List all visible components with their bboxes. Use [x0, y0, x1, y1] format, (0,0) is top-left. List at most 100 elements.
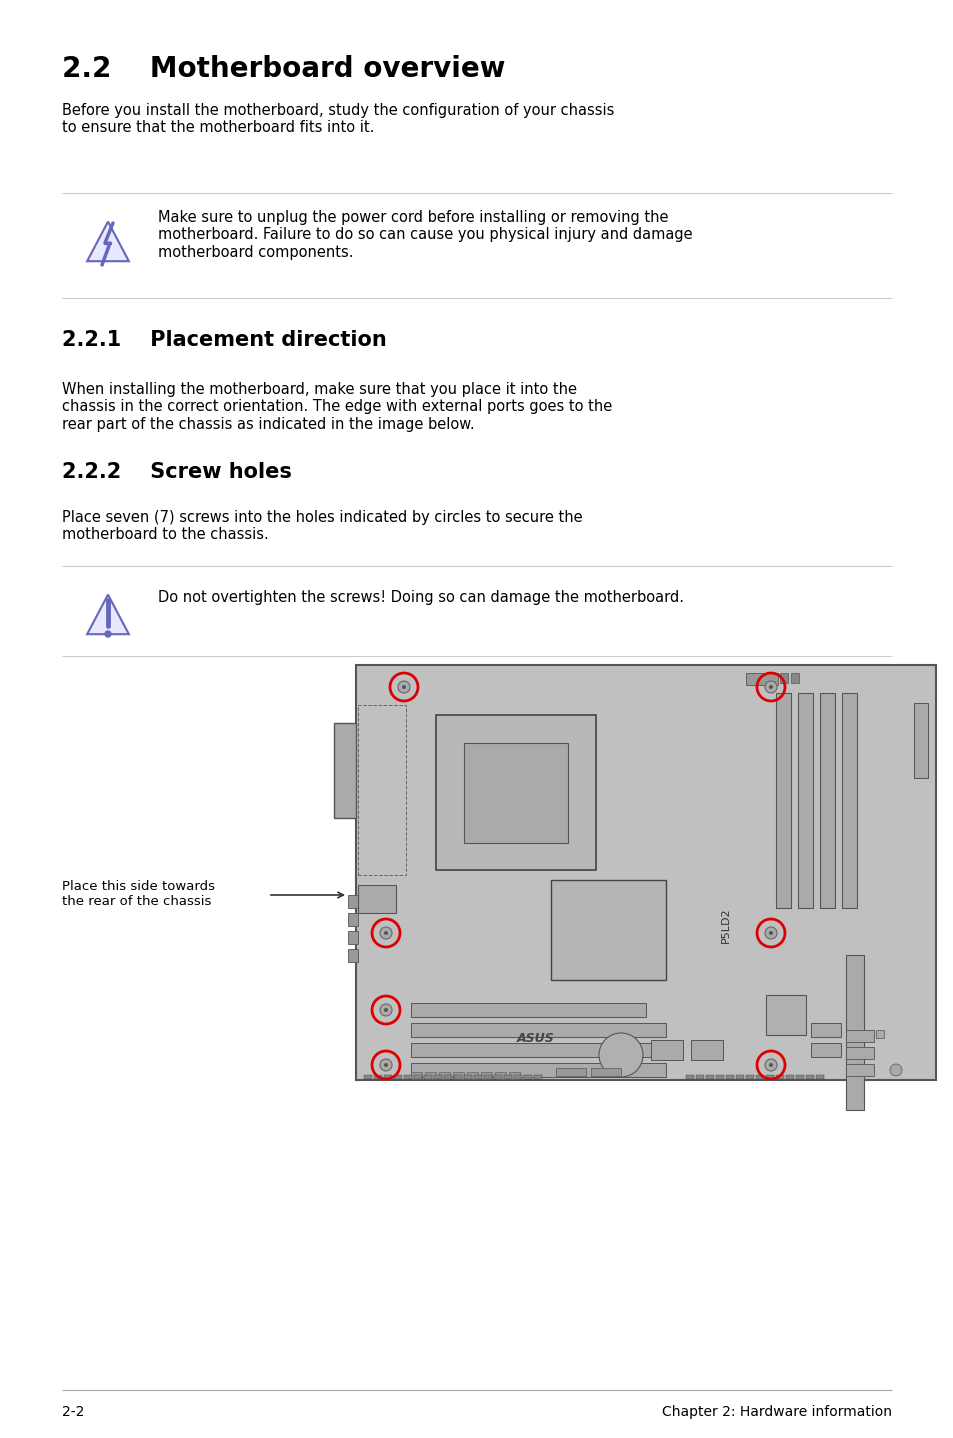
Bar [357, 705, 406, 874]
Circle shape [379, 1004, 392, 1017]
Circle shape [379, 1058, 392, 1071]
Circle shape [764, 1058, 776, 1071]
Bar [551, 880, 665, 981]
Bar [334, 723, 355, 818]
Bar [820, 693, 834, 907]
Text: Make sure to unplug the power cord before installing or removing the
motherboard: Make sure to unplug the power cord befor… [158, 210, 692, 260]
Circle shape [401, 684, 406, 689]
Bar [348, 894, 357, 907]
Bar [495, 1071, 505, 1078]
Bar [434, 1076, 441, 1078]
Bar [384, 1076, 392, 1078]
Bar [716, 1076, 723, 1078]
Bar [357, 884, 395, 913]
Bar [423, 1076, 432, 1078]
Bar [424, 1071, 436, 1078]
Bar [775, 1076, 783, 1078]
Bar [454, 1076, 461, 1078]
Bar [690, 1040, 722, 1060]
Polygon shape [87, 221, 129, 262]
Bar [745, 673, 778, 684]
Bar [414, 1076, 421, 1078]
Bar [810, 1022, 841, 1037]
Bar [514, 1076, 521, 1078]
Circle shape [397, 682, 410, 693]
Bar [394, 1076, 401, 1078]
Bar [650, 1040, 682, 1060]
Bar [523, 1076, 532, 1078]
Bar [411, 1063, 665, 1077]
Bar [494, 1076, 501, 1078]
Text: 2.2.2    Screw holes: 2.2.2 Screw holes [62, 462, 292, 482]
Bar [810, 1043, 841, 1057]
Bar [765, 995, 805, 1035]
Bar [480, 1071, 492, 1078]
Text: 2-2: 2-2 [62, 1405, 84, 1419]
Bar [436, 715, 596, 870]
Circle shape [764, 928, 776, 939]
Circle shape [105, 631, 111, 637]
Bar [845, 1064, 873, 1076]
Bar [483, 1076, 492, 1078]
Bar [805, 1076, 813, 1078]
Bar [503, 1076, 512, 1078]
Bar [815, 1076, 823, 1078]
Bar [411, 1022, 665, 1037]
Bar [463, 743, 567, 843]
Bar [403, 1076, 412, 1078]
Bar [438, 1071, 450, 1078]
Circle shape [384, 930, 388, 935]
Bar [534, 1076, 541, 1078]
Bar [443, 1076, 452, 1078]
Bar [355, 664, 935, 1080]
Bar [845, 1030, 873, 1043]
Bar [685, 1076, 693, 1078]
Text: 2.2.1    Placement direction: 2.2.1 Placement direction [62, 329, 386, 349]
Circle shape [768, 930, 772, 935]
Bar [797, 693, 812, 907]
Bar [348, 930, 357, 943]
Circle shape [768, 1063, 772, 1067]
Bar [374, 1076, 381, 1078]
Bar [913, 703, 927, 778]
Bar [463, 1076, 472, 1078]
Bar [780, 673, 787, 683]
Bar [785, 1076, 793, 1078]
Bar [364, 1076, 372, 1078]
Circle shape [768, 684, 772, 689]
Bar [467, 1071, 477, 1078]
Bar [841, 693, 856, 907]
Bar [765, 1076, 773, 1078]
Bar [845, 955, 863, 1110]
Bar [696, 1076, 703, 1078]
Bar [411, 1002, 645, 1017]
Text: Do not overtighten the screws! Doing so can damage the motherboard.: Do not overtighten the screws! Doing so … [158, 590, 683, 605]
Bar [790, 673, 799, 683]
Bar [348, 913, 357, 926]
Bar [745, 1076, 753, 1078]
Bar [348, 949, 357, 962]
Circle shape [384, 1008, 388, 1012]
Bar [775, 693, 790, 907]
Bar [509, 1071, 519, 1078]
Text: Place this side towards
the rear of the chassis: Place this side towards the rear of the … [62, 880, 214, 907]
Bar [474, 1076, 481, 1078]
Bar [411, 1043, 665, 1057]
Circle shape [889, 1064, 901, 1076]
Bar [795, 1076, 803, 1078]
Text: Chapter 2: Hardware information: Chapter 2: Hardware information [661, 1405, 891, 1419]
Bar [705, 1076, 713, 1078]
Bar [845, 1047, 873, 1058]
Circle shape [379, 928, 392, 939]
Text: P5LD2: P5LD2 [720, 907, 730, 943]
Bar [875, 1030, 883, 1038]
Text: Place seven (7) screws into the holes indicated by circles to secure the
motherb: Place seven (7) screws into the holes in… [62, 510, 582, 542]
Bar [556, 1068, 585, 1076]
Bar [411, 1071, 421, 1078]
Bar [453, 1071, 463, 1078]
Text: When installing the motherboard, make sure that you place it into the
chassis in: When installing the motherboard, make su… [62, 383, 612, 431]
Circle shape [764, 682, 776, 693]
Text: Before you install the motherboard, study the configuration of your chassis
to e: Before you install the motherboard, stud… [62, 104, 614, 135]
Circle shape [598, 1032, 642, 1077]
Bar [735, 1076, 743, 1078]
